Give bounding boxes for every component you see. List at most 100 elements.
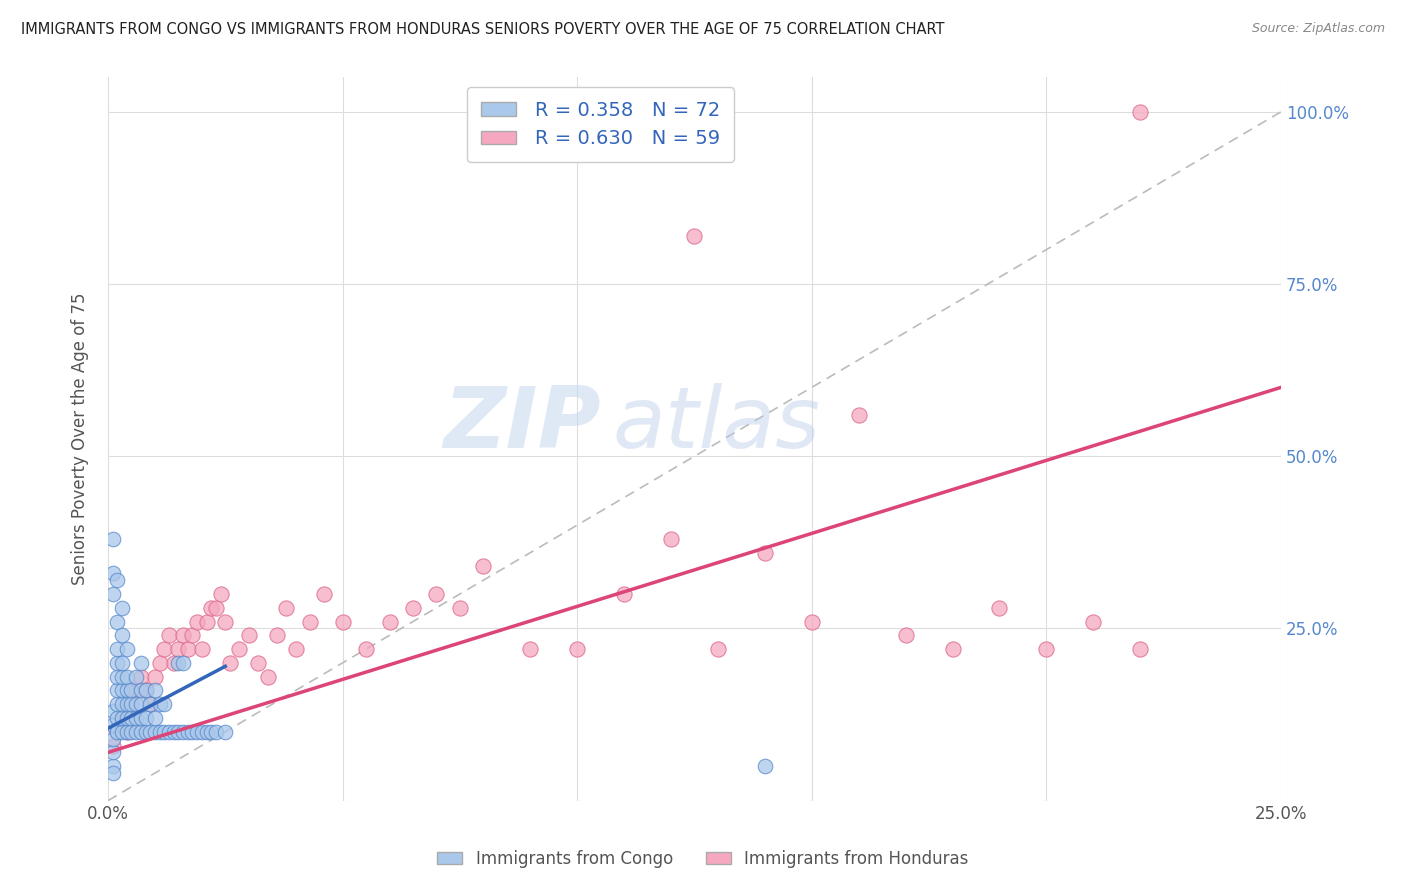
Point: [120, 683, 142, 698]
Point: [941, 642, 963, 657]
Point: [153, 697, 176, 711]
Point: [129, 697, 152, 711]
Point: [177, 642, 200, 657]
Point: [163, 656, 186, 670]
Point: [988, 600, 1011, 615]
Point: [105, 711, 128, 725]
Point: [195, 724, 218, 739]
Point: [149, 697, 172, 711]
Point: [135, 683, 157, 698]
Point: [120, 683, 142, 698]
Point: [167, 724, 190, 739]
Point: [378, 615, 401, 629]
Point: [754, 546, 776, 560]
Point: [332, 615, 354, 629]
Text: atlas: atlas: [613, 383, 820, 466]
Point: [567, 642, 589, 657]
Point: [848, 408, 870, 422]
Point: [111, 656, 134, 670]
Text: IMMIGRANTS FROM CONGO VS IMMIGRANTS FROM HONDURAS SENIORS POVERTY OVER THE AGE O: IMMIGRANTS FROM CONGO VS IMMIGRANTS FROM…: [21, 22, 945, 37]
Point: [120, 697, 142, 711]
Point: [200, 724, 222, 739]
Point: [139, 697, 162, 711]
Point: [214, 615, 236, 629]
Point: [125, 724, 148, 739]
Point: [247, 656, 270, 670]
Point: [172, 724, 194, 739]
Point: [149, 724, 172, 739]
Point: [167, 656, 190, 670]
Point: [707, 642, 730, 657]
Point: [105, 642, 128, 657]
Text: Source: ZipAtlas.com: Source: ZipAtlas.com: [1251, 22, 1385, 36]
Point: [101, 718, 124, 732]
Point: [205, 600, 228, 615]
Point: [111, 697, 134, 711]
Point: [449, 600, 471, 615]
Point: [894, 628, 917, 642]
Point: [214, 724, 236, 739]
Point: [157, 724, 180, 739]
Point: [754, 759, 776, 773]
Point: [181, 724, 204, 739]
Point: [143, 683, 166, 698]
Point: [139, 724, 162, 739]
Point: [115, 683, 138, 698]
Point: [129, 683, 152, 698]
Point: [149, 656, 172, 670]
Y-axis label: Seniors Poverty Over the Age of 75: Seniors Poverty Over the Age of 75: [72, 293, 89, 585]
Point: [186, 615, 208, 629]
Point: [115, 711, 138, 725]
Point: [402, 600, 425, 615]
Point: [120, 697, 142, 711]
Point: [105, 724, 128, 739]
Point: [111, 711, 134, 725]
Point: [129, 724, 152, 739]
Point: [209, 587, 232, 601]
Point: [200, 600, 222, 615]
Point: [519, 642, 541, 657]
Point: [101, 746, 124, 760]
Point: [105, 573, 128, 587]
Point: [613, 587, 636, 601]
Point: [105, 697, 128, 711]
Point: [111, 711, 134, 725]
Point: [266, 628, 288, 642]
Point: [172, 628, 194, 642]
Point: [105, 670, 128, 684]
Point: [105, 724, 128, 739]
Point: [683, 228, 706, 243]
Point: [101, 739, 124, 753]
Point: [284, 642, 307, 657]
Point: [115, 670, 138, 684]
Point: [125, 697, 148, 711]
Point: [125, 711, 148, 725]
Point: [238, 628, 260, 642]
Text: ZIP: ZIP: [443, 383, 600, 466]
Point: [115, 724, 138, 739]
Point: [129, 656, 152, 670]
Point: [276, 600, 298, 615]
Point: [205, 724, 228, 739]
Point: [228, 642, 250, 657]
Point: [105, 615, 128, 629]
Point: [105, 656, 128, 670]
Point: [1035, 642, 1057, 657]
Point: [195, 615, 218, 629]
Point: [354, 642, 377, 657]
Point: [111, 683, 134, 698]
Point: [101, 704, 124, 718]
Point: [219, 656, 242, 670]
Point: [139, 697, 162, 711]
Legend: Immigrants from Congo, Immigrants from Honduras: Immigrants from Congo, Immigrants from H…: [430, 844, 976, 875]
Point: [135, 683, 157, 698]
Point: [111, 600, 134, 615]
Point: [115, 724, 138, 739]
Point: [120, 724, 142, 739]
Point: [1083, 615, 1105, 629]
Point: [143, 670, 166, 684]
Point: [472, 559, 495, 574]
Point: [167, 642, 190, 657]
Point: [101, 731, 124, 746]
Point: [153, 724, 176, 739]
